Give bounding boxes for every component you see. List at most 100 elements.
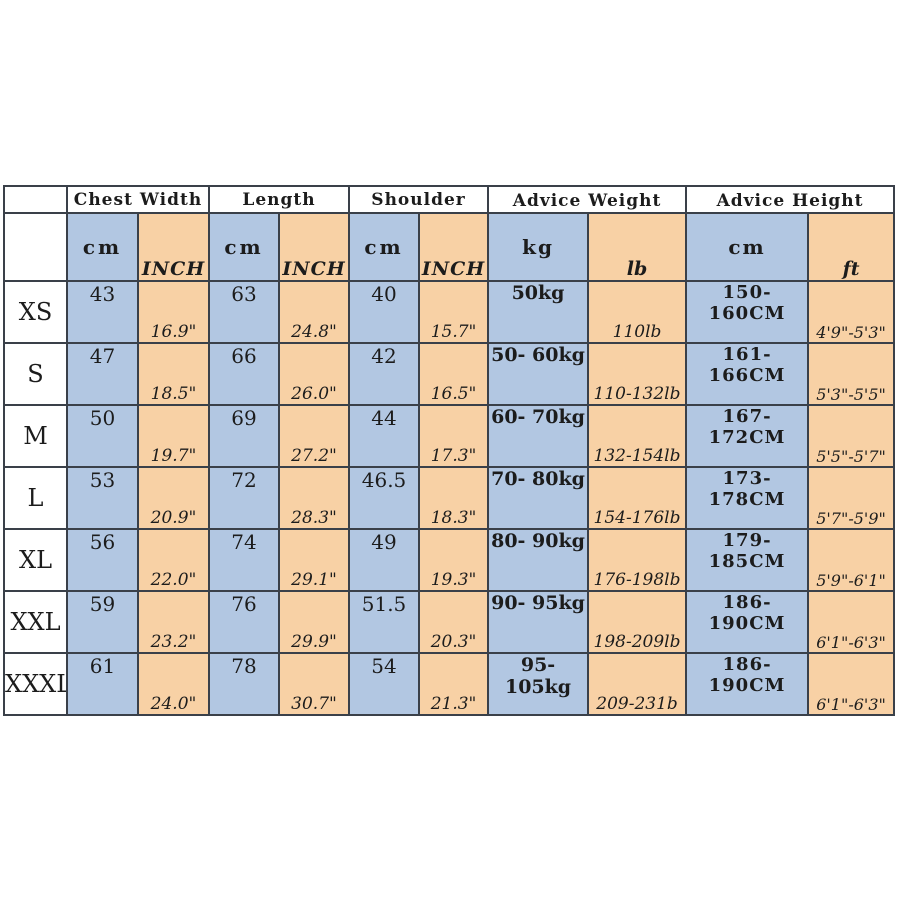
header-shoulder: Shoulder	[348, 185, 490, 214]
length-cm-cell: 76	[208, 590, 280, 654]
size-label: S	[3, 342, 68, 406]
shoulder-inch-cell: 18.3"	[418, 466, 490, 530]
unit-height-cm: cm	[685, 212, 810, 282]
unit-height-ft: ft	[807, 212, 896, 282]
shoulder-cm-cell: 44	[348, 404, 421, 468]
chest-cm-cell: 56	[66, 528, 139, 592]
size-label: M	[3, 404, 68, 468]
size-chart-body: XS 43 16.9" 63 24.8" 40 15.7" 50kg 110lb…	[3, 280, 896, 716]
unit-weight-lb: lb	[587, 212, 688, 282]
header-chest-width: Chest Width	[66, 185, 210, 214]
height-cm-cell: 173- 178CM	[685, 466, 810, 530]
length-inch-cell: 24.8"	[277, 280, 351, 344]
weight-kg-cell: 50- 60kg	[487, 342, 590, 406]
shoulder-cm-cell: 49	[348, 528, 421, 592]
corner-cell	[3, 185, 68, 214]
height-ft-cell: 4'9"-5'3"	[807, 280, 896, 344]
weight-lb-cell: 110lb	[587, 280, 688, 344]
chest-cm-cell: 53	[66, 466, 139, 530]
header-advice-weight: Advice Weight	[487, 185, 688, 214]
chest-inch-cell: 19.7"	[137, 404, 210, 468]
header-advice-height: Advice Height	[685, 185, 896, 214]
length-inch-cell: 29.1"	[277, 528, 351, 592]
height-cm-cell: 167- 172CM	[685, 404, 810, 468]
shoulder-inch-cell: 19.3"	[418, 528, 490, 592]
chest-cm-cell: 43	[66, 280, 139, 344]
weight-kg-cell: 95- 105kg	[487, 652, 590, 716]
weight-kg-cell: 80- 90kg	[487, 528, 590, 592]
weight-kg-cell: 90- 95kg	[487, 590, 590, 654]
chest-inch-cell: 24.0"	[137, 652, 210, 716]
shoulder-cm-cell: 46.5	[348, 466, 421, 530]
weight-lb-cell: 209-231b	[587, 652, 688, 716]
unit-shoulder-inch: INCH	[418, 212, 490, 282]
height-ft-cell: 5'5"-5'7"	[807, 404, 896, 468]
header-length: Length	[207, 185, 351, 214]
size-chart-table: Chest Width Length Shoulder Advice Weigh…	[3, 185, 896, 716]
unit-shoulder-cm: cm	[348, 212, 421, 282]
weight-lb-cell: 154-176lb	[587, 466, 688, 530]
weight-lb-cell: 110-132lb	[587, 342, 688, 406]
weight-kg-cell: 60- 70kg	[487, 404, 590, 468]
length-cm-cell: 78	[208, 652, 280, 716]
unit-weight-kg: kg	[487, 212, 590, 282]
header-group-row: Chest Width Length Shoulder Advice Weigh…	[3, 185, 896, 214]
chest-inch-cell: 18.5"	[137, 342, 210, 406]
length-cm-cell: 66	[208, 342, 280, 406]
shoulder-inch-cell: 21.3"	[418, 652, 490, 716]
table-row: XXXL 61 24.0" 78 30.7" 54 21.3" 95- 105k…	[3, 652, 896, 716]
unit-length-inch: INCH	[277, 212, 351, 282]
shoulder-cm-cell: 51.5	[348, 590, 421, 654]
chest-inch-cell: 16.9"	[137, 280, 210, 344]
length-cm-cell: 63	[208, 280, 280, 344]
shoulder-inch-cell: 17.3"	[418, 404, 490, 468]
size-label: XXL	[3, 590, 68, 654]
table-row: M 50 19.7" 69 27.2" 44 17.3" 60- 70kg 13…	[3, 404, 896, 468]
header-unit-row: cm INCH cm INCH cm INCH kg lb cm ft	[3, 212, 896, 282]
height-ft-cell: 5'9"-6'1"	[807, 528, 896, 592]
chest-cm-cell: 59	[66, 590, 139, 654]
length-inch-cell: 28.3"	[277, 466, 351, 530]
chest-inch-cell: 22.0"	[137, 528, 210, 592]
height-cm-cell: 186- 190CM	[685, 590, 810, 654]
shoulder-cm-cell: 42	[348, 342, 421, 406]
size-label: L	[3, 466, 68, 530]
chest-inch-cell: 23.2"	[137, 590, 210, 654]
height-cm-cell: 150- 160CM	[685, 280, 810, 344]
unit-chest-inch: INCH	[137, 212, 210, 282]
length-cm-cell: 69	[208, 404, 280, 468]
size-label: XS	[3, 280, 68, 344]
chest-cm-cell: 47	[66, 342, 139, 406]
size-label: XL	[3, 528, 68, 592]
table-row: XS 43 16.9" 63 24.8" 40 15.7" 50kg 110lb…	[3, 280, 896, 344]
weight-lb-cell: 176-198lb	[587, 528, 688, 592]
height-ft-cell: 6'1"-6'3"	[807, 590, 896, 654]
height-cm-cell: 161- 166CM	[685, 342, 810, 406]
length-inch-cell: 26.0"	[277, 342, 351, 406]
shoulder-cm-cell: 54	[348, 652, 421, 716]
size-label: XXXL	[3, 652, 68, 716]
corner-cell-2	[3, 212, 68, 282]
unit-chest-cm: cm	[66, 212, 139, 282]
chest-inch-cell: 20.9"	[137, 466, 210, 530]
chest-cm-cell: 50	[66, 404, 139, 468]
unit-length-cm: cm	[208, 212, 280, 282]
length-inch-cell: 30.7"	[277, 652, 351, 716]
height-ft-cell: 5'7"-5'9"	[807, 466, 896, 530]
weight-lb-cell: 198-209lb	[587, 590, 688, 654]
weight-kg-cell: 50kg	[487, 280, 590, 344]
weight-kg-cell: 70- 80kg	[487, 466, 590, 530]
shoulder-inch-cell: 20.3"	[418, 590, 490, 654]
height-ft-cell: 5'3"-5'5"	[807, 342, 896, 406]
table-row: XL 56 22.0" 74 29.1" 49 19.3" 80- 90kg 1…	[3, 528, 896, 592]
length-cm-cell: 72	[208, 466, 280, 530]
table-row: L 53 20.9" 72 28.3" 46.5 18.3" 70- 80kg …	[3, 466, 896, 530]
height-ft-cell: 6'1"-6'3"	[807, 652, 896, 716]
length-inch-cell: 27.2"	[277, 404, 351, 468]
height-cm-cell: 179- 185CM	[685, 528, 810, 592]
weight-lb-cell: 132-154lb	[587, 404, 688, 468]
length-cm-cell: 74	[208, 528, 280, 592]
shoulder-inch-cell: 15.7"	[418, 280, 490, 344]
shoulder-cm-cell: 40	[348, 280, 421, 344]
